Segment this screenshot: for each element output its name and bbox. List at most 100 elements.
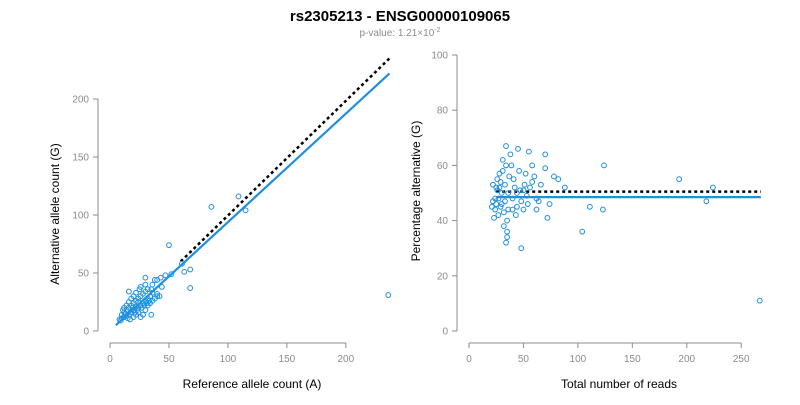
- right-data-point: [586, 203, 593, 210]
- right-data-point: [518, 198, 525, 205]
- left-y-axis-label: Alternative allele count (G): [48, 143, 62, 284]
- left-data-point: [168, 271, 175, 278]
- right-data-point: [504, 234, 511, 241]
- right-y-tick-label: 40: [437, 216, 449, 227]
- right-data-point: [518, 245, 525, 252]
- right-y-tick-label: 20: [437, 271, 449, 282]
- right-data-point: [537, 181, 544, 188]
- left-data-point: [134, 307, 141, 314]
- right-data-point: [505, 190, 512, 196]
- left-y-tick-label: 0: [83, 327, 89, 338]
- right-x-tick-label: 200: [678, 354, 695, 365]
- right-y-tick-label: 100: [431, 51, 448, 62]
- right-data-point: [756, 297, 763, 304]
- right-data-point: [520, 187, 527, 194]
- left-data-point: [137, 284, 144, 290]
- right-y-tick-label: 80: [437, 106, 449, 117]
- right-data-point: [600, 206, 606, 213]
- left-data-point: [181, 268, 188, 275]
- left-data-point: [142, 281, 149, 288]
- right-data-point: [531, 173, 538, 180]
- right-data-point: [488, 203, 495, 210]
- left-data-point: [162, 272, 169, 279]
- left-data-point: [187, 266, 194, 273]
- right-data-point: [520, 206, 527, 213]
- right-data-point: [551, 173, 557, 180]
- left-data-point: [156, 293, 163, 300]
- left-data-point: [187, 285, 194, 291]
- right-data-point: [507, 151, 514, 158]
- left-data-point: [385, 292, 392, 298]
- left-data-point: [242, 207, 249, 214]
- right-data-point: [529, 179, 536, 185]
- right-data-point: [496, 170, 503, 177]
- left-y-tick-label: 150: [72, 153, 89, 164]
- right-data-point: [703, 198, 710, 205]
- pvalue-text: p-value: 1.21×10: [359, 28, 434, 39]
- right-data-point: [508, 162, 515, 169]
- right-x-tick-label: 250: [733, 354, 750, 365]
- right-data-point: [533, 206, 540, 213]
- right-data-point: [515, 145, 521, 152]
- right-data-point: [601, 162, 607, 169]
- right-x-axis-label: Total number of reads: [561, 377, 677, 391]
- right-data-point: [527, 184, 533, 191]
- pvalue-subtitle: p-value: 1.21×10-2: [359, 27, 440, 39]
- right-data-point: [503, 162, 509, 169]
- right-data-point: [495, 212, 502, 218]
- left-x-tick-label: 200: [337, 354, 354, 365]
- left-data-point: [166, 242, 172, 249]
- right-data-point: [555, 176, 562, 183]
- right-data-point: [511, 184, 518, 191]
- right-data-point: [494, 176, 501, 183]
- right-data-point: [529, 162, 536, 169]
- left-x-tick-label: 50: [163, 354, 175, 365]
- right-data-point: [506, 173, 513, 180]
- right-data-point: [505, 206, 512, 213]
- left-data-point: [133, 289, 139, 296]
- right-data-point: [512, 212, 519, 218]
- right-data-point: [497, 203, 504, 210]
- right-data-point: [516, 168, 522, 174]
- allele-count-scatter-panel: Reference allele count (A) Alternative a…: [48, 57, 392, 391]
- left-x-tick-label: 100: [220, 354, 237, 365]
- right-y-tick-label: 0: [442, 327, 448, 338]
- left-data-point: [208, 203, 215, 210]
- right-data-point: [494, 187, 501, 194]
- pvalue-exponent: -2: [434, 27, 440, 34]
- left-data-point: [148, 311, 155, 318]
- left-reference-line: [179, 57, 391, 263]
- right-data-point: [490, 181, 496, 188]
- right-data-point: [504, 228, 511, 235]
- right-x-tick-label: 100: [570, 354, 587, 365]
- right-x-tick-label: 0: [466, 354, 472, 365]
- left-data-point: [125, 288, 132, 295]
- left-x-tick-label: 150: [279, 354, 296, 365]
- left-y-tick-label: 50: [78, 269, 90, 280]
- right-data-point: [498, 190, 505, 196]
- right-data-point: [561, 184, 568, 191]
- right-data-point: [525, 148, 532, 155]
- right-data-point: [710, 184, 716, 191]
- left-x-axis-label: Reference allele count (A): [183, 377, 322, 391]
- left-data-point: [149, 281, 156, 288]
- right-data-point: [542, 151, 549, 158]
- right-data-point: [676, 176, 683, 183]
- right-x-tick-label: 50: [518, 354, 530, 365]
- right-data-point: [499, 156, 506, 163]
- right-data-point: [498, 201, 505, 207]
- right-data-point: [522, 170, 529, 177]
- left-y-tick-label: 100: [72, 211, 89, 222]
- percentage-scatter-panel: Total number of reads Percentage alterna…: [409, 51, 763, 391]
- left-data-point: [146, 297, 152, 304]
- right-y-axis-label: Percentage alternative (G): [409, 121, 423, 262]
- right-data-point: [504, 217, 511, 224]
- right-data-point: [510, 176, 517, 183]
- right-x-tick-label: 150: [624, 354, 641, 365]
- left-x-tick-label: 0: [107, 354, 113, 365]
- left-data-point: [117, 317, 124, 324]
- left-data-point: [140, 311, 146, 318]
- right-data-point: [579, 228, 586, 235]
